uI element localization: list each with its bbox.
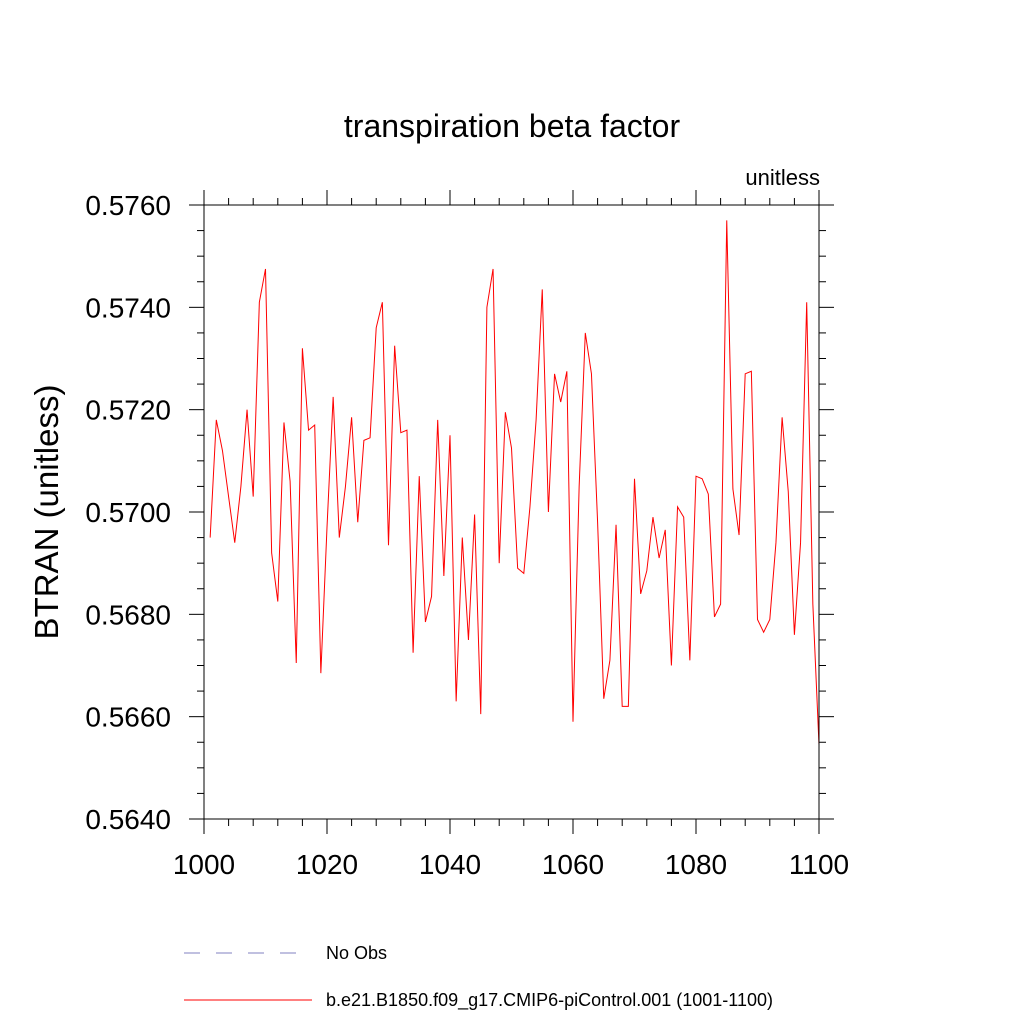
y-tick-label: 0.5680 <box>85 599 171 630</box>
x-tick-label: 1000 <box>173 849 235 880</box>
x-tick-label: 1080 <box>665 849 727 880</box>
y-tick-label: 0.5760 <box>85 190 171 221</box>
units-label: unitless <box>745 165 820 190</box>
y-axis-label: BTRAN (unitless) <box>28 385 65 640</box>
y-tick-label: 0.5740 <box>85 292 171 323</box>
legend-label-control: b.e21.B1850.f09_g17.CMIP6-piControl.001 … <box>326 990 773 1011</box>
x-tick-label: 1040 <box>419 849 481 880</box>
plot-frame <box>203 204 820 820</box>
x-tick-label: 1060 <box>542 849 604 880</box>
x-tick-label: 1020 <box>296 849 358 880</box>
series-line <box>209 220 820 745</box>
x-tick-label: 1100 <box>789 849 849 880</box>
axis-ticks <box>189 190 834 834</box>
legend-label-no-obs: No Obs <box>326 943 387 963</box>
legend: No Obs b.e21.B1850.f09_g17.CMIP6-piContr… <box>184 943 773 1011</box>
y-tick-label: 0.5660 <box>85 702 171 733</box>
axis-tick-labels: 1000 1020 1040 1060 1080 1100 0.5640 0.5660 0.56… <box>85 190 849 880</box>
y-tick-label: 0.5700 <box>85 497 171 528</box>
plot-lines <box>209 220 820 745</box>
y-tick-label: 0.5720 <box>85 395 171 426</box>
chart-title: transpiration beta factor <box>344 108 681 144</box>
y-tick-label: 0.5640 <box>85 804 171 835</box>
